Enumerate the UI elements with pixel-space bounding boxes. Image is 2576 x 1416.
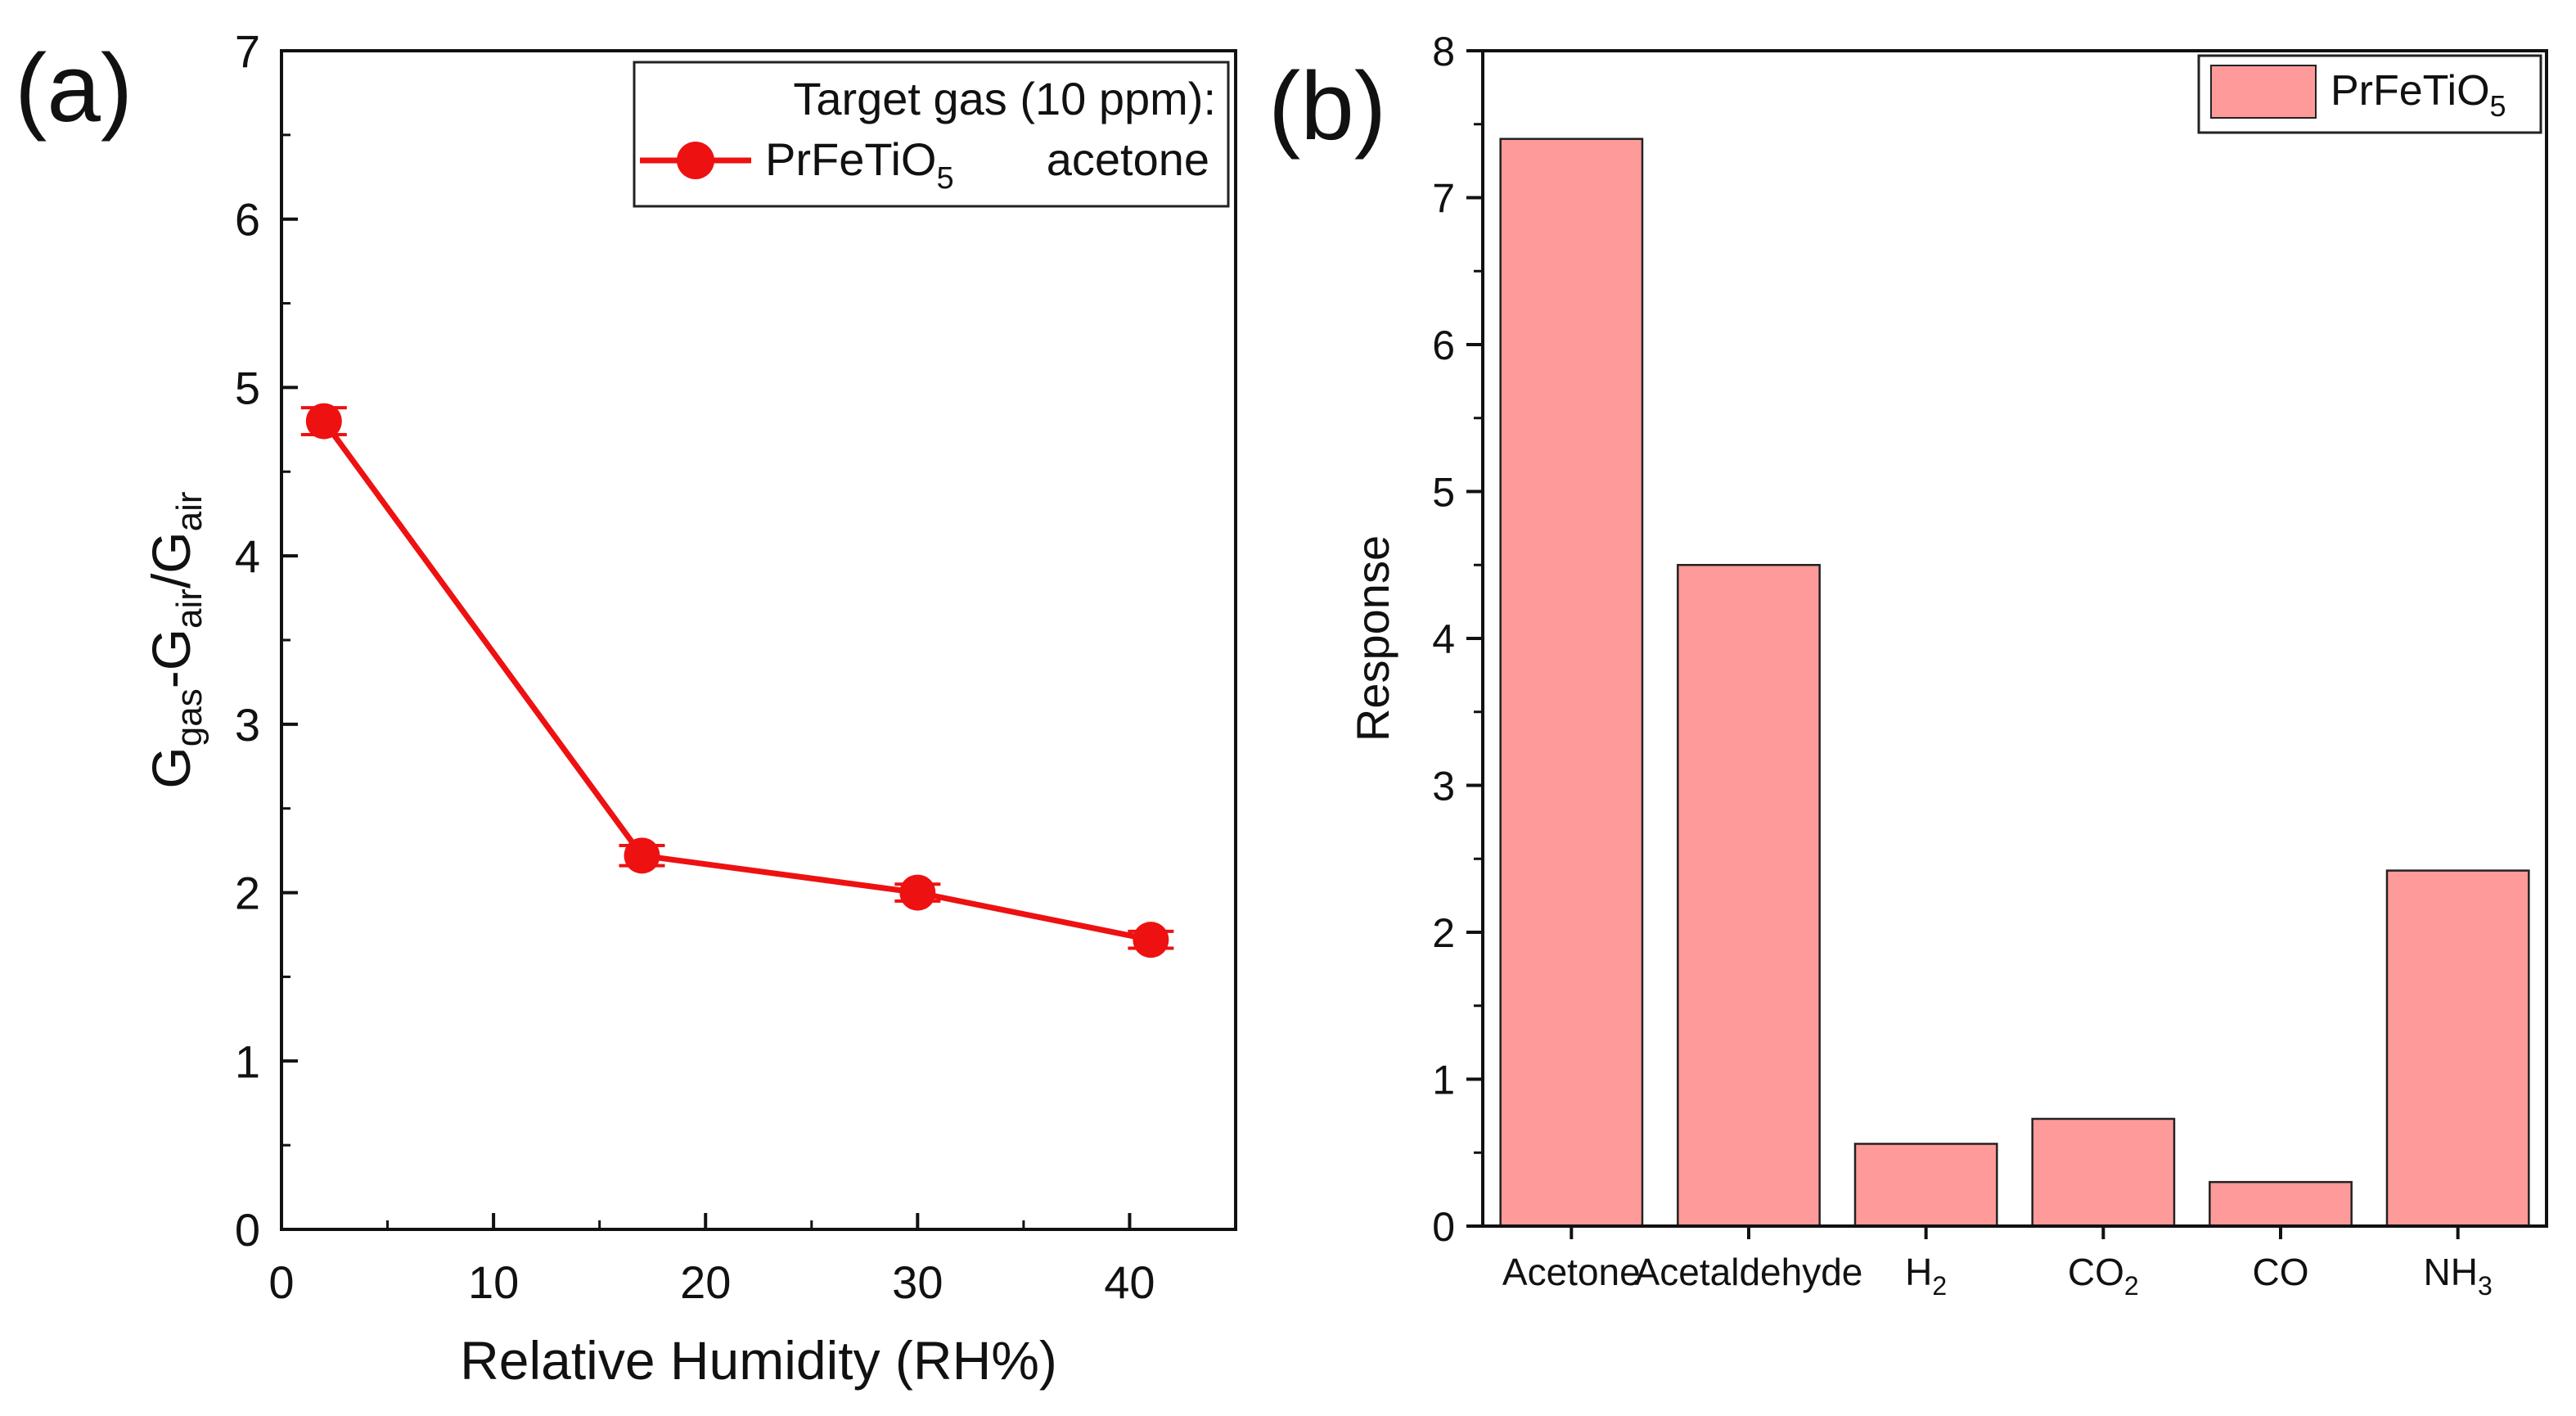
panel-b-y-axis-label: Response [1347, 535, 1398, 742]
panel-a-legend-gas: acetone [1047, 133, 1209, 185]
y-tick-label: 5 [1432, 470, 1455, 516]
data-point [305, 403, 342, 440]
x-tick-label-main: CO [2253, 1251, 2309, 1293]
x-tick-label-main: H [1905, 1251, 1932, 1293]
bar [2385, 869, 2530, 1228]
bar [1677, 564, 1821, 1228]
x-tick-label: Acetaldehyde [1635, 1251, 1863, 1293]
legend-a-series-main: PrFeTiO [765, 133, 936, 185]
x-tick-label: 0 [268, 1256, 294, 1308]
panel-a-label: (a) [15, 34, 133, 142]
y-tick-label: 3 [1432, 764, 1455, 809]
x-tick-label-main: Acetone [1502, 1251, 1641, 1293]
panel-b-y-tick-labels: 0 1 2 3 4 5 6 7 8 [1432, 29, 1455, 1250]
y-tick-label: 4 [1432, 616, 1455, 662]
y-label-g1: G [141, 746, 201, 788]
x-tick-label-main: NH [2424, 1251, 2478, 1293]
data-point [899, 874, 936, 911]
y-label-g2: -G [141, 629, 201, 688]
panel-b-label: (b) [1268, 52, 1386, 160]
y-label-sub-gas: gas [169, 688, 209, 746]
x-tick-label: 40 [1104, 1256, 1155, 1308]
panel-a-line-chart: (a) 0 1 2 3 4 5 6 7 0 10 20 30 40 Relative Humidity… [15, 25, 1237, 1391]
x-tick-label-main: Acetaldehyde [1635, 1251, 1863, 1293]
x-tick-label-sub: 2 [2124, 1271, 2139, 1301]
bar [1499, 138, 1644, 1228]
x-tick-label: CO2 [2068, 1251, 2139, 1301]
panel-b-plot-frame [1481, 49, 2548, 1228]
legend-a-series-sub: 5 [936, 161, 953, 196]
data-point [1133, 922, 1169, 958]
x-tick-label: 20 [680, 1256, 731, 1308]
x-tick-label: CO [2253, 1251, 2309, 1293]
panel-b-legend-series: PrFeTiO5 [2331, 67, 2506, 123]
panel-a-x-axis-label: Relative Humidity (RH%) [460, 1330, 1057, 1391]
y-tick-label: 2 [1432, 910, 1455, 956]
y-tick-label: 7 [1432, 176, 1455, 222]
panel-a-series [300, 403, 1174, 958]
y-tick-label: 1 [1432, 1057, 1455, 1103]
y-tick-label: 3 [235, 699, 260, 751]
panel-a-axes [280, 49, 1132, 1231]
y-label-g3: /G [141, 531, 201, 588]
series-line [321, 419, 1152, 943]
y-label-sub-air2: air [169, 491, 209, 531]
y-tick-label: 8 [1432, 29, 1455, 74]
y-tick-label: 2 [235, 868, 260, 919]
x-tick-label-sub: 2 [1932, 1271, 1947, 1301]
panel-a-legend-series: PrFeTiO5 [765, 133, 954, 196]
panel-b-legend: PrFeTiO5 [2197, 54, 2542, 134]
panel-b-bars [1499, 138, 2530, 1228]
panel-a-plot-frame [280, 49, 1237, 1231]
panel-a-y-axis-label: Ggas-Gair/Gair [141, 491, 209, 788]
x-tick-label-sub: 3 [2478, 1271, 2493, 1301]
panel-a-legend-marker [677, 142, 714, 179]
y-tick-label: 7 [235, 25, 260, 77]
data-point [624, 837, 660, 874]
y-tick-label: 0 [235, 1204, 260, 1256]
bar [1853, 1143, 1998, 1228]
legend-b-series-main: PrFeTiO [2331, 67, 2490, 115]
panel-b-legend-swatch [2210, 65, 2317, 119]
y-tick-label: 1 [235, 1035, 260, 1087]
panel-a-legend-box [633, 61, 1230, 208]
x-tick-label: H2 [1905, 1251, 1947, 1301]
panel-a-x-tick-labels: 0 10 20 30 40 [268, 1256, 1155, 1308]
panel-a-legend-title: Target gas (10 ppm): [793, 73, 1216, 124]
bar [2031, 1117, 2176, 1228]
y-tick-label: 4 [235, 530, 260, 582]
panel-a-y-tick-labels: 0 1 2 3 4 5 6 7 [235, 25, 260, 1256]
x-tick-label: 30 [892, 1256, 943, 1308]
x-tick-label: NH3 [2424, 1251, 2493, 1301]
y-tick-label: 5 [235, 362, 260, 413]
y-label-sub-air1: air [169, 588, 209, 629]
panel-a-legend: Target gas (10 ppm): PrFeTiO5 acetone [633, 61, 1230, 208]
bar [2209, 1180, 2353, 1228]
y-tick-label: 0 [1432, 1204, 1455, 1250]
y-tick-label: 6 [1432, 322, 1455, 368]
y-tick-label: 6 [235, 194, 260, 246]
x-tick-label-main: CO [2068, 1251, 2124, 1293]
x-tick-label: Acetone [1502, 1251, 1641, 1293]
legend-b-series-sub: 5 [2490, 89, 2506, 123]
panel-b-axes [1466, 49, 2460, 1239]
x-tick-label: 10 [468, 1256, 519, 1308]
